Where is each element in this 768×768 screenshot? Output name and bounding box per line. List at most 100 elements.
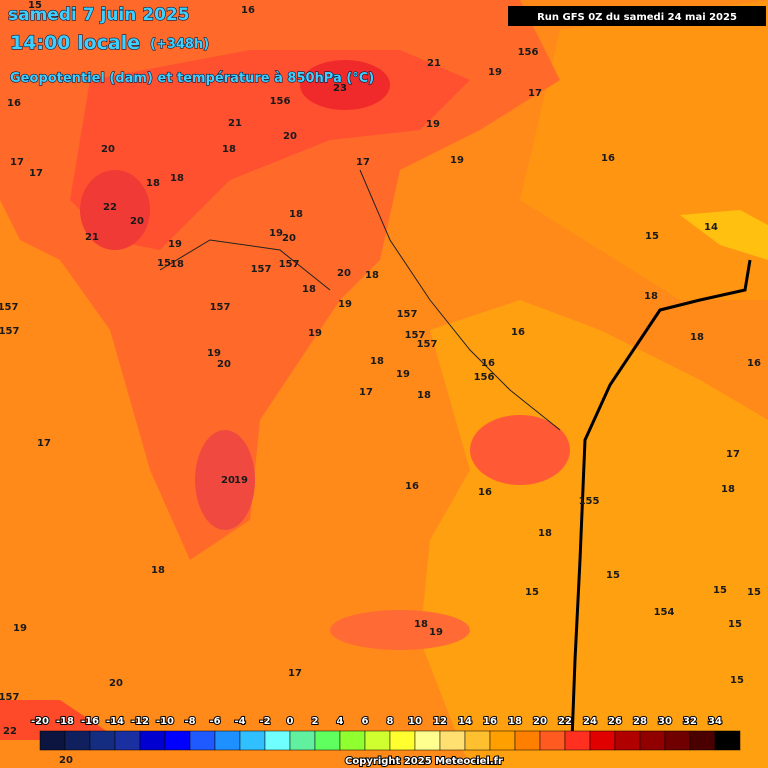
colorbar-label: 0 — [287, 716, 294, 727]
hot-core — [300, 60, 390, 110]
subtitle: Geopotentiel (dam) et température à 850h… — [10, 71, 374, 86]
colorbar-label: 32 — [683, 716, 697, 727]
colorbar-box — [514, 730, 541, 751]
colorbar-label: 30 — [658, 716, 672, 727]
contour-label: 15 — [713, 585, 727, 596]
colorbar-label: 24 — [583, 716, 597, 727]
contour-label: 157 — [417, 339, 438, 350]
colorbar-label: 2 — [312, 716, 319, 727]
colorbar-label: -14 — [106, 716, 124, 727]
contour-label: 21 — [85, 232, 99, 243]
contour-label: 20 — [283, 131, 297, 142]
contour-label: 19 — [207, 348, 221, 359]
colorbar-label: -12 — [131, 716, 149, 727]
coastline — [159, 169, 561, 431]
colorbar-box — [39, 730, 66, 751]
colorbar-label: -8 — [184, 716, 195, 727]
red-area — [330, 610, 470, 650]
colorbar-box — [189, 730, 216, 751]
warm-area — [680, 210, 768, 260]
colorbar-box — [314, 730, 341, 751]
colorbar-label: 18 — [508, 716, 522, 727]
colorbar-label: -16 — [81, 716, 99, 727]
colorbar-label: 10 — [408, 716, 422, 727]
contour-label: 157 — [405, 330, 426, 341]
contour-label: 15 — [606, 570, 620, 581]
colorbar-box — [114, 730, 141, 751]
contour-label: 20 — [109, 678, 123, 689]
colorbar-box — [489, 730, 516, 751]
contour-label: 17 — [288, 668, 302, 679]
contour-label: 18 — [721, 484, 735, 495]
contour-label: 16 — [241, 5, 255, 16]
contour-label: 19 — [429, 627, 443, 638]
contour-label: 17 — [37, 438, 51, 449]
contour-label: 19 — [168, 239, 182, 250]
hot-core — [80, 170, 150, 250]
colorbar-label: 34 — [708, 716, 722, 727]
contour-label: 20 — [59, 755, 73, 766]
run-info: Run GFS 0Z du samedi 24 mai 2025 — [537, 12, 737, 23]
colorbar-label: -2 — [259, 716, 270, 727]
contour-label: 15 — [645, 231, 659, 242]
contour-label: 16 — [7, 98, 21, 109]
contour-label: 15 — [730, 675, 744, 686]
contour-label: 15 — [525, 587, 539, 598]
contour-label: 157 — [0, 692, 19, 703]
colorbar-box — [214, 730, 241, 751]
contour-label: 157 — [0, 302, 18, 313]
colorbar-label: 4 — [337, 716, 344, 727]
contour-label: 19 — [234, 475, 248, 486]
contour-label: 156 — [270, 96, 291, 107]
contour-label: 156 — [518, 47, 539, 58]
colorbar-label: 6 — [362, 716, 369, 727]
contour-label: 16 — [511, 327, 525, 338]
contour-label: 157 — [0, 326, 19, 337]
contour-label: 157 — [279, 259, 300, 270]
colorbar-box — [389, 730, 416, 751]
contour-label: 19 — [308, 328, 322, 339]
colorbar-label: -6 — [209, 716, 220, 727]
contour-label: 21 — [427, 58, 441, 69]
contour-label: 17 — [29, 168, 43, 179]
contour-label: 18 — [417, 390, 431, 401]
contour-label: 22 — [3, 726, 17, 737]
contour-label: 19 — [338, 299, 352, 310]
contour-label: 19 — [269, 228, 283, 239]
colorbar-label: 12 — [433, 716, 447, 727]
colorbar-label: 14 — [458, 716, 472, 727]
colorbar-box — [239, 730, 266, 751]
date-title: samedi 7 juin 2025 — [8, 5, 190, 25]
colorbar-label: 20 — [533, 716, 547, 727]
colorbar-box — [564, 730, 591, 751]
contour-label: 22 — [103, 202, 117, 213]
colorbar-box — [364, 730, 391, 751]
copyright: Copyright 2025 Meteociel.fr — [345, 756, 503, 767]
colorbar-label: 26 — [608, 716, 622, 727]
colorbar-label: 8 — [387, 716, 394, 727]
contour-label: 19 — [488, 67, 502, 78]
contour-label: 18 — [170, 259, 184, 270]
contour-label: 18 — [170, 173, 184, 184]
contour-label: 155 — [579, 496, 600, 507]
time-title: 14:00 locale — [10, 32, 140, 54]
colorbar-box — [614, 730, 641, 751]
contour-label: 18 — [222, 144, 236, 155]
contour-label: 157 — [397, 309, 418, 320]
contour-label: 18 — [146, 178, 160, 189]
contour-label: 17 — [726, 449, 740, 460]
contour-label: 16 — [478, 487, 492, 498]
run-box — [508, 6, 766, 26]
colorbar-box — [464, 730, 491, 751]
contour-label: 18 — [302, 284, 316, 295]
contour-label: 15 — [157, 258, 171, 269]
contour-label: 17 — [356, 157, 370, 168]
contour-label: 17 — [10, 157, 24, 168]
contour-label: 15 — [747, 587, 761, 598]
contour-label: 20 — [130, 216, 144, 227]
contour-label: 157 — [210, 302, 231, 313]
colorbar-box — [64, 730, 91, 751]
contour-label: 18 — [690, 332, 704, 343]
colorbar-label: 22 — [558, 716, 572, 727]
colorbar-box — [664, 730, 691, 751]
